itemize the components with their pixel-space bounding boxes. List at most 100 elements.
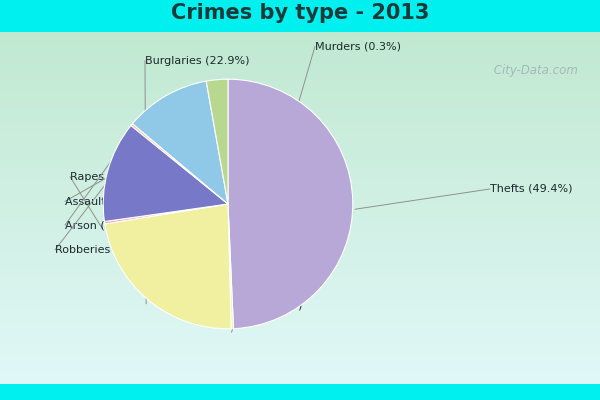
- Wedge shape: [103, 126, 228, 222]
- Bar: [0, 92, 600, 95]
- Bar: [0, 39, 600, 42]
- Bar: [0, 282, 600, 286]
- Bar: [0, 148, 600, 152]
- Bar: [0, 370, 600, 374]
- Bar: [0, 278, 600, 282]
- Bar: [0, 46, 600, 50]
- Bar: [0, 194, 600, 198]
- Bar: [0, 102, 600, 106]
- Bar: [0, 183, 600, 187]
- Bar: [0, 226, 600, 229]
- Bar: [0, 64, 600, 67]
- Wedge shape: [133, 81, 228, 204]
- Bar: [0, 145, 600, 148]
- Bar: [0, 317, 600, 321]
- Bar: [0, 236, 600, 240]
- Wedge shape: [104, 204, 228, 224]
- Bar: [0, 243, 600, 247]
- Bar: [0, 215, 600, 218]
- Bar: [0, 349, 600, 352]
- Text: Burglaries (22.9%): Burglaries (22.9%): [145, 56, 250, 66]
- Bar: [0, 176, 600, 180]
- Bar: [0, 127, 600, 130]
- Bar: [0, 380, 600, 384]
- Bar: [0, 74, 600, 78]
- Text: Arson (0.3%): Arson (0.3%): [65, 220, 137, 230]
- Bar: [0, 36, 600, 39]
- Bar: [0, 50, 600, 53]
- Bar: [0, 60, 600, 64]
- Bar: [0, 120, 600, 124]
- Bar: [0, 180, 600, 183]
- Bar: [0, 32, 600, 36]
- Text: Auto thefts (2.8%): Auto thefts (2.8%): [200, 301, 302, 311]
- Bar: [0, 124, 600, 127]
- Bar: [0, 310, 600, 314]
- Bar: [0, 338, 600, 342]
- Bar: [0, 166, 600, 169]
- Bar: [0, 359, 600, 363]
- Wedge shape: [206, 79, 228, 204]
- Bar: [0, 306, 600, 310]
- Bar: [0, 328, 600, 331]
- Bar: [0, 222, 600, 226]
- Bar: [0, 356, 600, 359]
- Bar: [0, 268, 600, 271]
- Bar: [0, 99, 600, 102]
- Bar: [0, 198, 600, 201]
- Bar: [0, 363, 600, 366]
- Bar: [0, 250, 600, 254]
- Text: Robberies (11.1%): Robberies (11.1%): [55, 245, 158, 255]
- Bar: [0, 342, 600, 345]
- Bar: [0, 173, 600, 176]
- Bar: [0, 289, 600, 292]
- Bar: [0, 218, 600, 222]
- Text: Assaults (13.1%): Assaults (13.1%): [65, 196, 159, 206]
- Bar: [0, 335, 600, 338]
- Bar: [0, 88, 600, 92]
- Text: City-Data.com: City-Data.com: [490, 64, 578, 76]
- Bar: [0, 85, 600, 88]
- Bar: [0, 42, 600, 46]
- Bar: [0, 352, 600, 356]
- Bar: [0, 254, 600, 257]
- Text: Thefts (49.4%): Thefts (49.4%): [490, 184, 572, 194]
- Bar: [0, 110, 600, 113]
- Text: Crimes by type - 2013: Crimes by type - 2013: [171, 3, 429, 23]
- Bar: [0, 264, 600, 268]
- Bar: [0, 240, 600, 243]
- Bar: [0, 212, 600, 215]
- Bar: [0, 71, 600, 74]
- Bar: [0, 130, 600, 134]
- Bar: [0, 57, 600, 60]
- Bar: [0, 374, 600, 377]
- Bar: [0, 67, 600, 71]
- Bar: [0, 155, 600, 159]
- Bar: [0, 261, 600, 264]
- Bar: [0, 106, 600, 110]
- Bar: [0, 204, 600, 208]
- Bar: [0, 95, 600, 99]
- Bar: [0, 162, 600, 166]
- Text: Rapes (0.3%): Rapes (0.3%): [70, 172, 145, 182]
- Wedge shape: [228, 204, 233, 329]
- Bar: [0, 141, 600, 145]
- Bar: [0, 229, 600, 233]
- Wedge shape: [228, 79, 353, 329]
- Wedge shape: [105, 204, 231, 329]
- Bar: [0, 345, 600, 349]
- Bar: [0, 116, 600, 120]
- Bar: [0, 257, 600, 261]
- Bar: [0, 187, 600, 190]
- Bar: [0, 321, 600, 324]
- Bar: [0, 138, 600, 141]
- Bar: [0, 201, 600, 204]
- Bar: [0, 113, 600, 116]
- Bar: [0, 331, 600, 335]
- Bar: [0, 152, 600, 155]
- Bar: [0, 169, 600, 173]
- Bar: [0, 275, 600, 278]
- Bar: [0, 233, 600, 236]
- Wedge shape: [131, 124, 228, 204]
- Bar: [0, 78, 600, 81]
